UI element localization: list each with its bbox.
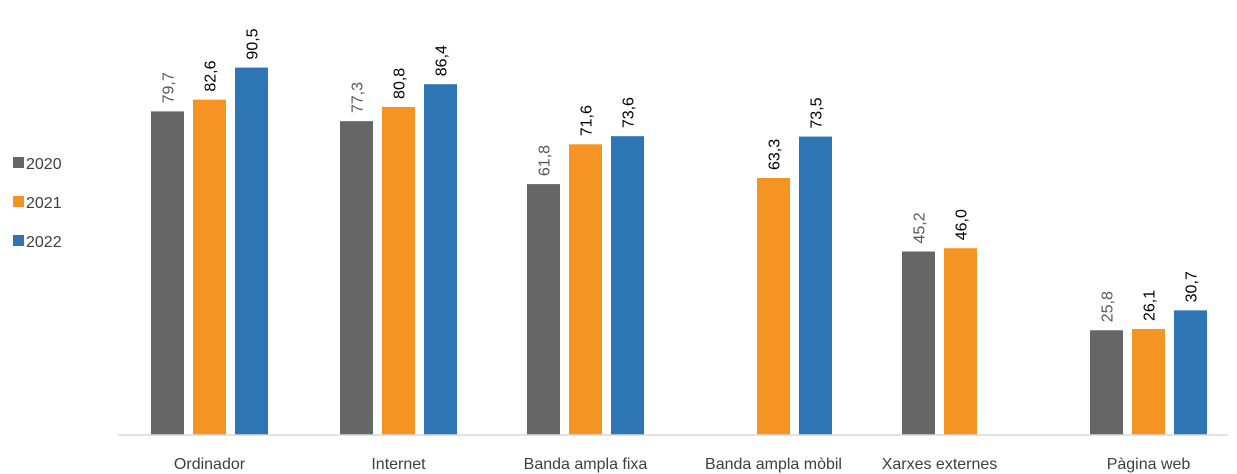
data-label-ordinador-2021: 82,6 bbox=[203, 60, 220, 91]
data-label-banda-ampla-mobil-2021: 63,3 bbox=[767, 139, 784, 170]
bar-ordinador-2020 bbox=[151, 111, 184, 435]
data-label-pagina-web-2022: 30,7 bbox=[1184, 271, 1201, 302]
data-label-banda-ampla-mobil-2022: 73,5 bbox=[809, 97, 826, 128]
category-label-banda-ampla-fixa: Banda ampla fixa bbox=[524, 456, 648, 473]
data-label-banda-ampla-fixa-2020: 61,8 bbox=[537, 145, 554, 176]
bar-xarxes-externes-2021 bbox=[944, 248, 977, 435]
legend-label-2020: 2020 bbox=[26, 156, 62, 173]
legend-swatch-2021 bbox=[13, 196, 24, 207]
category-label-xarxes-externes: Xarxes externes bbox=[882, 456, 998, 473]
bar-ordinador-2022 bbox=[235, 67, 268, 435]
legend-swatch-2020 bbox=[13, 157, 24, 168]
bar-pagina-web-2022 bbox=[1174, 310, 1207, 435]
bar-banda-ampla-mobil-2022 bbox=[799, 136, 832, 435]
bar-banda-ampla-mobil-2021 bbox=[757, 178, 790, 435]
bar-internet-2022 bbox=[424, 84, 457, 435]
data-label-pagina-web-2020: 25,8 bbox=[1100, 291, 1117, 322]
bars bbox=[151, 67, 1207, 436]
data-label-banda-ampla-fixa-2022: 73,6 bbox=[621, 97, 638, 128]
legend-label-2022: 2022 bbox=[26, 234, 62, 251]
data-label-internet-2022: 86,4 bbox=[434, 45, 451, 76]
bar-pagina-web-2021 bbox=[1132, 329, 1165, 435]
bar-banda-ampla-fixa-2020 bbox=[527, 184, 560, 435]
data-label-internet-2020: 77,3 bbox=[350, 82, 367, 113]
category-label-banda-ampla-mobil: Banda ampla mòbil bbox=[705, 456, 842, 473]
bar-ordinador-2021 bbox=[193, 99, 226, 436]
category-labels: Ordinador Internet Banda ampla fixa Banda a… bbox=[174, 456, 1190, 473]
data-labels: 79,7 82,6 90,5 77,3 80,8 86,4 61,8 71,6 73,6 63,3… bbox=[161, 28, 1201, 322]
bar-pagina-web-2020 bbox=[1090, 330, 1123, 435]
bar-xarxes-externes-2020 bbox=[902, 251, 935, 435]
data-label-banda-ampla-fixa-2021: 71,6 bbox=[579, 105, 596, 136]
legend-label-2021: 2021 bbox=[26, 195, 62, 212]
bar-internet-2021 bbox=[382, 106, 415, 436]
legend: 2020 2021 2022 bbox=[13, 156, 62, 251]
category-label-internet: Internet bbox=[371, 456, 426, 473]
data-label-pagina-web-2021: 26,1 bbox=[1142, 290, 1159, 321]
data-label-ordinador-2020: 79,7 bbox=[161, 72, 178, 103]
data-label-xarxes-externes-2021: 46,0 bbox=[954, 209, 971, 240]
data-label-ordinador-2022: 90,5 bbox=[245, 28, 262, 59]
bar-banda-ampla-fixa-2022 bbox=[611, 136, 644, 435]
bar-internet-2020 bbox=[340, 121, 373, 436]
data-label-xarxes-externes-2020: 45,2 bbox=[912, 212, 929, 243]
legend-swatch-2022 bbox=[13, 235, 24, 246]
bar-banda-ampla-fixa-2021 bbox=[569, 144, 602, 435]
category-label-pagina-web: Pàgina web bbox=[1107, 456, 1191, 473]
data-label-internet-2021: 80,8 bbox=[392, 68, 409, 99]
category-label-ordinador: Ordinador bbox=[174, 456, 246, 473]
